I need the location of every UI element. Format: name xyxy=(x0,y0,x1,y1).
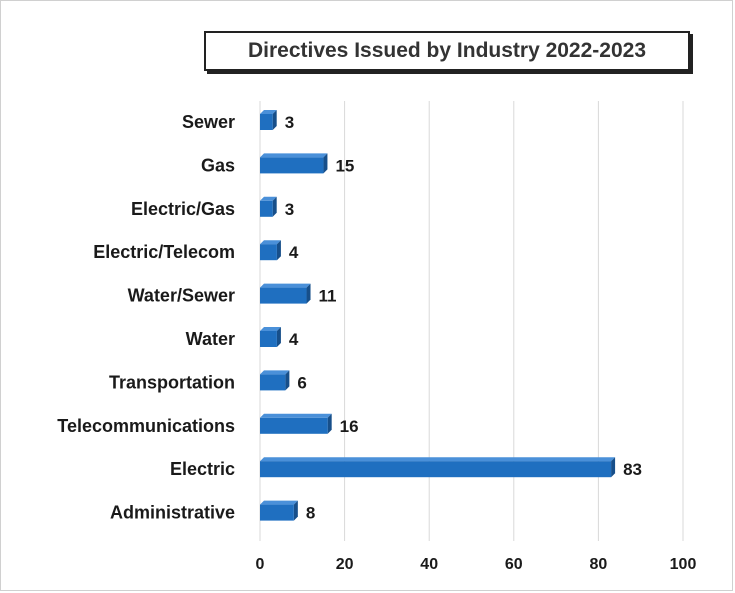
value-label: 11 xyxy=(319,287,337,306)
bar-top-face xyxy=(260,110,277,114)
category-label: Water/Sewer xyxy=(128,286,235,306)
value-label: 4 xyxy=(289,330,299,349)
bar-front-face xyxy=(260,157,324,174)
x-tick-label: 20 xyxy=(336,556,354,573)
chart-title: Directives Issued by Industry 2022-2023 xyxy=(204,31,690,71)
bar-side-face xyxy=(276,327,281,347)
category-label: Electric xyxy=(170,459,235,479)
bar-top-face xyxy=(260,370,290,375)
bar xyxy=(260,196,277,217)
value-label: 3 xyxy=(285,200,294,219)
bar-top-face xyxy=(260,283,311,288)
bar xyxy=(260,283,311,304)
value-label: 83 xyxy=(623,460,642,479)
x-tick-label: 80 xyxy=(590,556,608,573)
category-label: Gas xyxy=(201,155,235,175)
bar-front-face xyxy=(260,200,273,217)
bar-side-face xyxy=(276,240,281,261)
bar-front-face xyxy=(260,114,273,130)
bar-front-face xyxy=(260,244,277,261)
category-label: Administrative xyxy=(110,503,235,523)
value-label: 8 xyxy=(306,504,315,523)
x-tick-label: 0 xyxy=(256,556,265,573)
bar-front-face xyxy=(260,374,286,391)
x-tick-label: 100 xyxy=(670,556,697,573)
value-label: 6 xyxy=(297,373,306,392)
bar-front-face xyxy=(260,417,328,434)
bar xyxy=(260,327,281,347)
bar-side-face xyxy=(611,457,616,478)
bar-side-face xyxy=(327,413,332,434)
category-label: Sewer xyxy=(182,112,235,132)
bar-top-face xyxy=(260,153,328,158)
x-tick-label: 40 xyxy=(420,556,438,573)
bar xyxy=(260,500,298,521)
value-label: 3 xyxy=(285,113,294,132)
x-tick-labels: 0 20 40 60 80 100 xyxy=(256,556,697,573)
category-label: Telecommunications xyxy=(57,416,235,436)
bar-top-face xyxy=(260,413,332,418)
bar xyxy=(260,240,281,261)
bar-side-face xyxy=(272,110,277,130)
category-label: Water xyxy=(186,329,235,349)
value-label: 15 xyxy=(335,156,354,175)
bar-top-face xyxy=(260,500,298,505)
bar-side-face xyxy=(285,370,290,391)
category-label: Electric/Gas xyxy=(131,199,235,219)
bar-front-face xyxy=(260,287,307,304)
bar xyxy=(260,153,328,174)
bar xyxy=(260,413,332,434)
bar-front-face xyxy=(260,331,277,347)
x-tick-label: 60 xyxy=(505,556,523,573)
bar-side-face xyxy=(272,196,277,217)
category-labels: Sewer Gas Electric/Gas Electric/Telecom Wate… xyxy=(57,112,235,523)
bar xyxy=(260,370,290,391)
category-label: Transportation xyxy=(109,372,235,392)
value-label: 4 xyxy=(289,243,299,262)
bar-top-face xyxy=(260,457,616,462)
bar-side-face xyxy=(293,500,298,521)
bar-side-face xyxy=(323,153,328,174)
category-label: Electric/Telecom xyxy=(93,242,235,262)
bar xyxy=(260,110,277,130)
bars xyxy=(260,110,616,521)
value-label: 16 xyxy=(340,417,359,436)
bar-top-face xyxy=(260,196,277,201)
bar-top-face xyxy=(260,327,281,331)
bar-top-face xyxy=(260,240,281,245)
bar-front-face xyxy=(260,504,294,521)
bar-side-face xyxy=(306,283,311,304)
bar-front-face xyxy=(260,461,612,478)
value-labels: 3 15 3 4 11 4 6 16 83 8 xyxy=(285,113,642,523)
bar xyxy=(260,457,616,478)
